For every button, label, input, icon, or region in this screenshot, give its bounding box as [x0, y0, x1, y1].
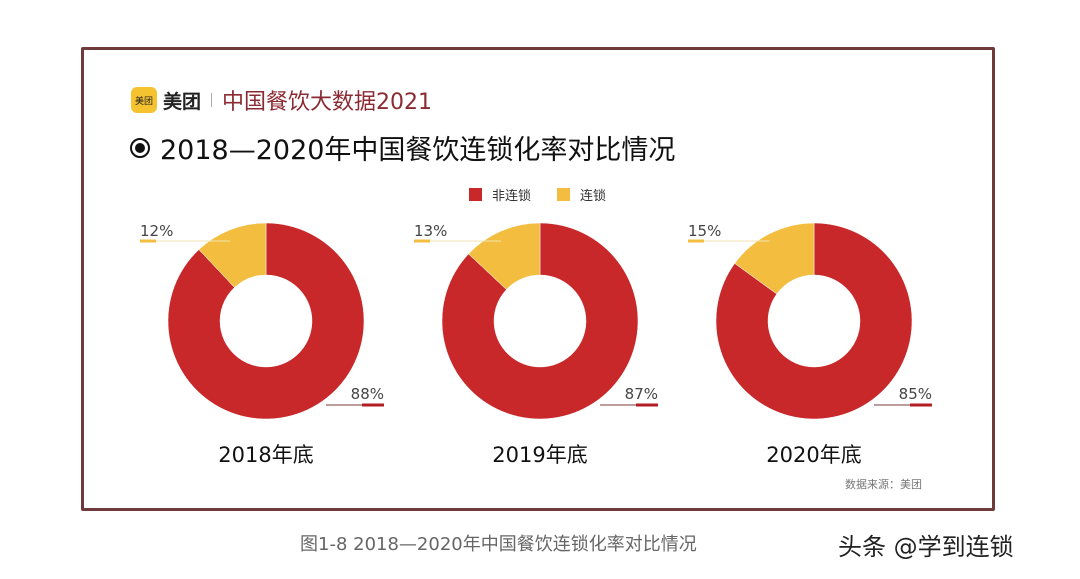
divider: [211, 93, 213, 107]
chart-year-label: 2019年底: [492, 443, 587, 467]
slice-chain: [734, 222, 815, 295]
watermark: 头条 @学到连锁: [838, 533, 1014, 561]
chart-year-label: 2018年底: [218, 443, 313, 467]
chart-title-row: 2018—2020年中国餐饮连锁化率对比情况: [130, 128, 675, 167]
data-label-chain: 13%: [414, 222, 447, 240]
legend-label: 连锁: [580, 189, 607, 204]
radio-bullet-icon: [130, 137, 150, 158]
slice-chain: [198, 222, 267, 288]
chart-year-label: 2020年底: [766, 443, 861, 467]
brand-header: 美团 美团 中国餐饮大数据2021: [131, 86, 433, 115]
legend: 非连锁 连锁: [469, 185, 632, 204]
slice-non-chain: [441, 222, 639, 420]
legend-label: 非连锁: [492, 189, 532, 204]
series-title: 中国餐饮大数据2021: [222, 90, 433, 115]
data-label-chain: 15%: [688, 222, 721, 240]
legend-swatch: [469, 188, 482, 201]
data-label-chain: 12%: [140, 222, 173, 240]
data-label-non-chain: 88%: [351, 385, 384, 403]
slice-non-chain: [715, 222, 913, 420]
legend-item-non-chain: 非连锁: [469, 185, 531, 204]
data-label-non-chain: 87%: [625, 385, 658, 403]
legend-item-chain: 连锁: [557, 185, 606, 204]
data-source: 数据来源：美团: [845, 478, 922, 491]
meituan-logo: 美团: [131, 87, 157, 113]
brand-name: 美团: [163, 90, 202, 113]
chart-title: 2018—2020年中国餐饮连锁化率对比情况: [160, 135, 676, 166]
slice-chain: [468, 222, 541, 290]
legend-swatch: [557, 188, 571, 201]
data-label-non-chain: 85%: [899, 385, 932, 403]
figure-caption: 图1-8 2018—2020年中国餐饮连锁化率对比情况: [300, 534, 697, 555]
slice-non-chain: [167, 222, 365, 420]
